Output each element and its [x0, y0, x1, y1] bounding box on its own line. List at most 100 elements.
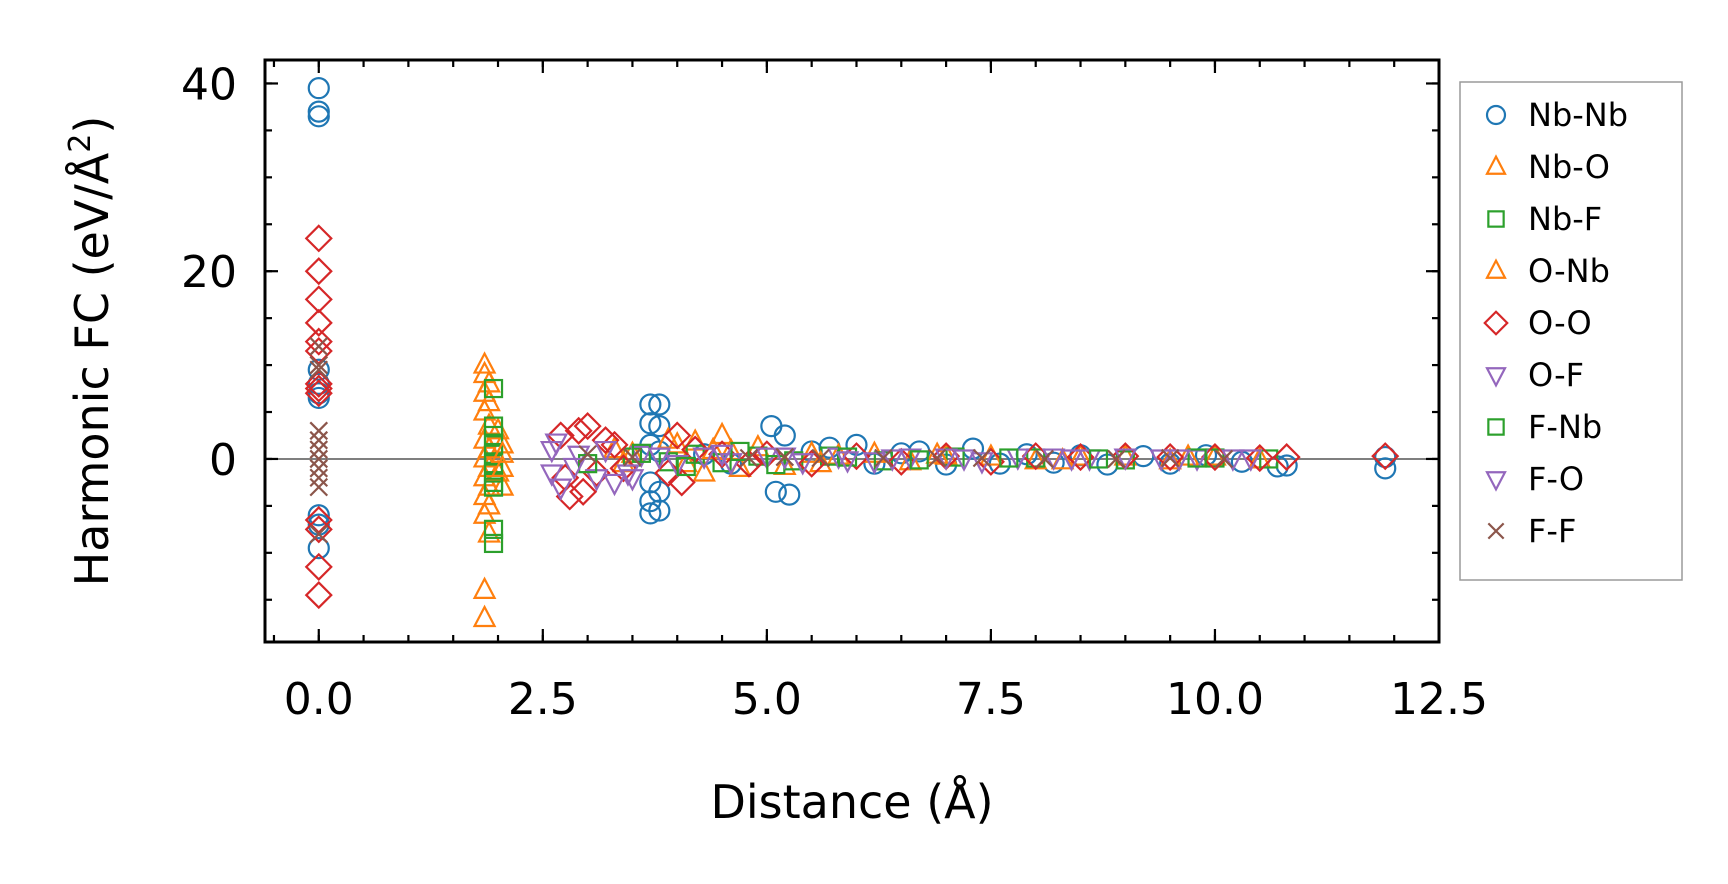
data-point — [483, 533, 504, 554]
legend-marker — [1485, 471, 1507, 492]
x-tick-label: 0.0 — [284, 674, 354, 725]
data-point — [999, 448, 1019, 468]
data-point — [472, 576, 497, 599]
y-axis-title: Harmonic FC (eV/Å2) — [63, 116, 119, 587]
y-tick-label: 0 — [209, 435, 237, 486]
data-point — [778, 483, 801, 506]
y-axis-title-superscript: 2 — [63, 134, 98, 153]
data-point — [490, 440, 515, 463]
data-point — [573, 412, 602, 441]
data-point — [665, 455, 690, 478]
legend-label: F-Nb — [1528, 408, 1602, 446]
data-point — [546, 421, 575, 450]
data-point — [483, 477, 504, 497]
data-point — [307, 504, 330, 527]
data-point — [909, 450, 929, 470]
data-point — [307, 105, 330, 128]
data-point — [730, 441, 750, 462]
legend-marker — [1483, 310, 1509, 336]
data-point — [539, 464, 564, 487]
x-tick-label: 5.0 — [732, 674, 802, 725]
data-point — [1245, 443, 1274, 473]
x-tick-label: 2.5 — [508, 674, 578, 725]
data-point — [307, 100, 330, 123]
legend-entry-o-o: O-O — [1483, 304, 1592, 342]
series-f-nb — [578, 441, 1207, 477]
data-point — [1374, 445, 1397, 469]
data-points — [304, 77, 1400, 628]
plot-frame — [263, 58, 1441, 644]
data-point — [773, 424, 796, 447]
legend-label: O-F — [1528, 356, 1584, 394]
data-point — [772, 447, 797, 470]
legend-marker — [1487, 210, 1505, 228]
x-tick-label: 7.5 — [956, 674, 1026, 725]
data-point — [582, 458, 611, 488]
data-point — [799, 440, 824, 463]
data-point — [1371, 442, 1400, 471]
data-point — [667, 468, 696, 497]
data-point — [309, 355, 329, 375]
data-point — [555, 482, 584, 511]
data-point — [309, 459, 329, 478]
data-point — [490, 454, 515, 477]
y-axis-title-close: ) — [65, 116, 119, 134]
data-point — [1187, 448, 1207, 468]
data-point — [609, 454, 638, 483]
data-point — [835, 451, 860, 474]
data-point — [304, 515, 333, 544]
data-point — [620, 469, 645, 492]
x-axis-title: Distance (Å) — [710, 775, 993, 829]
legend-entry-nb-o: Nb-O — [1485, 148, 1610, 186]
data-point — [710, 444, 734, 468]
legend-marker — [1485, 367, 1507, 388]
data-point — [934, 448, 958, 471]
data-point — [309, 477, 329, 497]
legend-entry-f-f: F-F — [1487, 512, 1576, 550]
axis-ticks — [265, 60, 1441, 642]
data-point — [739, 448, 759, 468]
data-point — [692, 447, 716, 470]
data-point — [304, 505, 333, 535]
data-point — [304, 224, 333, 253]
series-nb-nb — [307, 77, 1397, 560]
data-point — [952, 449, 976, 472]
data-point — [1113, 448, 1138, 471]
data-point — [600, 430, 629, 459]
legend-frame — [1459, 81, 1683, 581]
data-point — [760, 414, 783, 438]
data-point — [874, 448, 893, 468]
data-point — [483, 519, 504, 539]
data-point — [309, 360, 329, 380]
data-point — [764, 480, 787, 503]
legend-label: F-F — [1528, 512, 1576, 550]
legend-label: O-Nb — [1528, 252, 1610, 290]
data-point — [304, 379, 333, 408]
data-point — [307, 77, 330, 100]
legend-marker — [1487, 522, 1505, 540]
data-point — [309, 440, 329, 459]
data-point — [548, 478, 573, 501]
data-point — [304, 581, 333, 610]
legend-entry-o-f: O-F — [1485, 356, 1584, 394]
data-point — [674, 449, 699, 473]
series-f-f — [309, 337, 1234, 544]
data-point — [648, 414, 671, 438]
data-point — [562, 457, 587, 481]
data-point — [631, 443, 651, 463]
data-point — [544, 433, 569, 456]
legend-entry-f-nb: F-Nb — [1487, 408, 1602, 446]
data-point — [1156, 443, 1185, 472]
data-point — [1221, 449, 1245, 472]
legend-label: F-O — [1528, 460, 1584, 498]
data-point — [309, 337, 329, 356]
y-tick-label: 40 — [181, 59, 237, 110]
data-point — [710, 421, 734, 445]
data-point — [1068, 443, 1093, 466]
data-point — [1160, 448, 1180, 468]
data-point — [1107, 449, 1126, 469]
y-axis-title-main: Harmonic FC (eV/Å — [65, 152, 119, 586]
data-point — [898, 448, 923, 471]
data-point — [1041, 448, 1066, 471]
